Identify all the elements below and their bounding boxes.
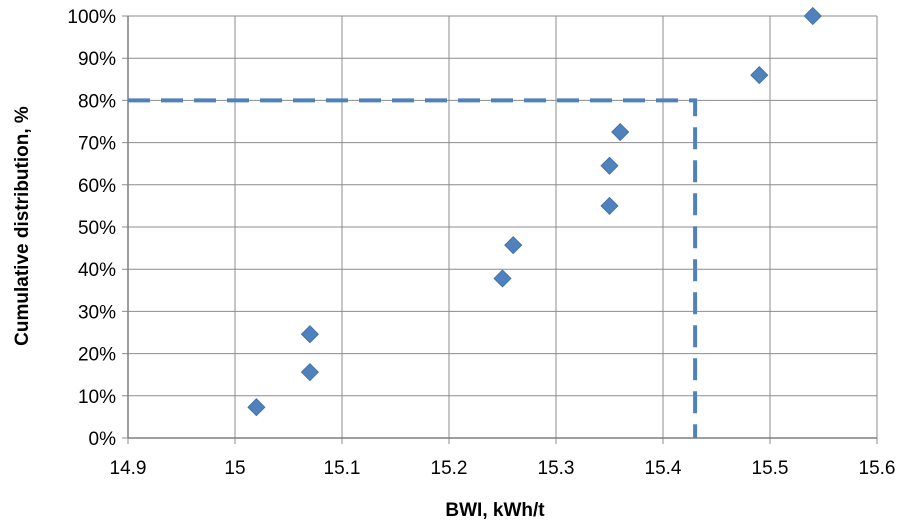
x-axis-title: BWI, kWh/t [445,500,545,521]
y-tick-label: 20% [78,345,116,366]
data-point [493,269,512,288]
y-tick-label: 40% [78,260,116,281]
data-point [504,236,523,255]
x-tick-label: 15.3 [538,458,575,479]
y-tick-labels: 0% 10% 20% 30% 40% 50% 60% 70% 80% 90% 100% [67,7,116,450]
data-point [247,398,266,417]
y-tick-label: 50% [78,218,116,239]
x-tick-label: 15.1 [324,458,361,479]
data-point [600,196,619,215]
x-tick-labels: 14.9 15 15.1 15.2 15.3 15.4 15.5 15.6 [110,458,896,479]
y-axis-title: Cumulative distribution, % [12,106,33,346]
y-tick-label: 30% [78,302,116,323]
x-tick-label: 15.4 [645,458,682,479]
grid-lines [122,15,878,444]
data-point [611,122,630,142]
data-points [247,6,822,417]
reference-line-80-percent [128,98,698,438]
x-tick-label: 15.6 [859,458,896,479]
y-tick-label: 100% [67,7,116,28]
y-tick-label: 0% [89,429,117,450]
reference-line-group [128,98,698,438]
y-tick-label: 10% [78,387,116,408]
data-point [300,325,319,344]
y-tick-label: 60% [78,176,116,197]
x-tick-label: 14.9 [110,458,147,479]
data-point [803,6,822,26]
data-point [600,156,619,175]
y-tick-label: 90% [78,49,116,70]
x-tick-label: 15 [224,458,245,479]
data-point [750,66,769,85]
x-tick-label: 15.5 [752,458,789,479]
x-tick-label: 15.2 [431,458,468,479]
y-tick-label: 70% [78,134,116,155]
y-tick-label: 80% [78,91,116,112]
data-point [300,363,319,382]
